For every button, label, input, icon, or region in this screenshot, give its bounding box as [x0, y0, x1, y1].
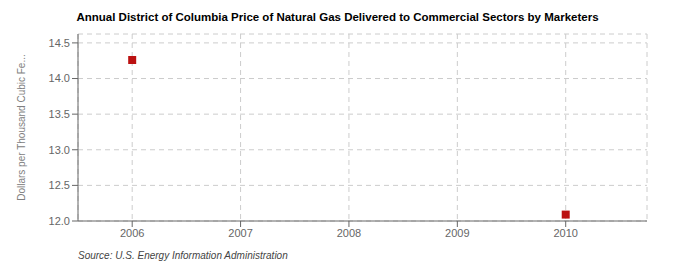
svg-text:2010: 2010	[553, 227, 577, 239]
html-text:Annual District of Columbia Pr: Annual District of Columbia Price of Nat…	[76, 11, 599, 23]
svg-text:12.0: 12.0	[49, 215, 70, 227]
svg-text:14.5: 14.5	[49, 37, 70, 49]
svg-text:12.5: 12.5	[49, 179, 70, 191]
svg-text:2009: 2009	[445, 227, 469, 239]
html-text:Source: U.S. Energy Informatio: Source: U.S. Energy Information Administ…	[78, 250, 288, 261]
svg-text:13.0: 13.0	[49, 144, 70, 156]
svg-text:13.5: 13.5	[49, 108, 70, 120]
svg-text:2007: 2007	[228, 227, 252, 239]
svg-text:2008: 2008	[337, 227, 361, 239]
svg-text:2006: 2006	[120, 227, 144, 239]
svg-text:Dollars per Thousand Cubic Fe.: Dollars per Thousand Cubic Fe...	[16, 54, 27, 201]
svg-text:14.0: 14.0	[49, 72, 70, 84]
